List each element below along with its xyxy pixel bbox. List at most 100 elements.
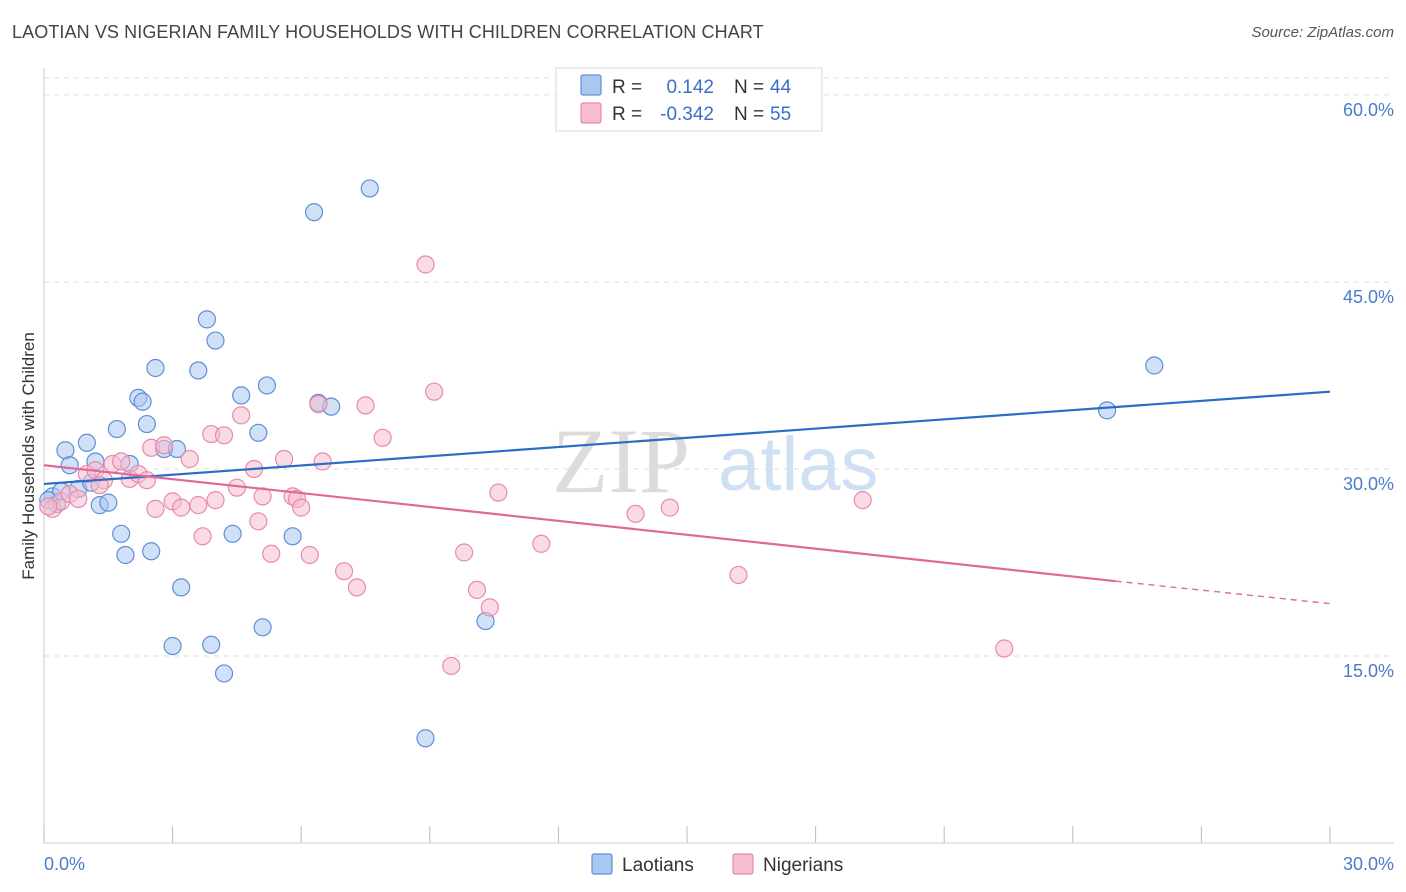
laotian-point-32 xyxy=(253,618,272,637)
laotian-point-25 xyxy=(197,310,216,329)
nigerian-point-37 xyxy=(347,578,367,597)
laotian-point-4 xyxy=(60,456,79,475)
laotian-point-42 xyxy=(1145,356,1164,375)
nigerian-point-33 xyxy=(300,545,319,565)
y-tick-label-30: 30.0% xyxy=(1343,474,1394,494)
laotian-point-41 xyxy=(1097,401,1117,420)
nigerian-point-22 xyxy=(214,426,234,445)
laotian-point-37 xyxy=(360,179,379,198)
bottom-legend-swatch-laotians xyxy=(591,853,613,875)
legend-n-label-nigerians: N = xyxy=(734,104,764,125)
trend-lines xyxy=(43,390,1331,605)
nigerian-point-49 xyxy=(660,498,679,517)
laotian-point-19 xyxy=(146,358,165,378)
nigerian-point-29 xyxy=(274,449,294,469)
laotian-point-10 xyxy=(99,493,118,512)
laotian-point-11 xyxy=(107,419,126,439)
nigerian-point-38 xyxy=(356,396,375,415)
nigerian-point-24 xyxy=(232,406,251,425)
nigerian-point-43 xyxy=(454,543,474,562)
legend-n-value-laotians: 44 xyxy=(770,77,792,98)
laotian-point-6 xyxy=(77,433,96,452)
nigerian-trend-extension xyxy=(1115,580,1331,605)
nigerian-point-28 xyxy=(262,544,281,563)
laotian-point-13 xyxy=(116,545,135,565)
laotian-point-3 xyxy=(56,441,75,460)
laotian-point-12 xyxy=(112,524,131,543)
laotian-point-31 xyxy=(249,423,268,442)
nigerian-point-26 xyxy=(249,512,268,531)
nigerian-point-50 xyxy=(729,565,748,585)
legend-swatch-laotians xyxy=(580,74,602,96)
legend-r-label-nigerians: R = xyxy=(612,104,642,125)
nigerian-trend-line xyxy=(43,464,1116,583)
laotian-point-39 xyxy=(416,729,435,748)
nigerian-point-42 xyxy=(442,656,461,676)
nigerian-point-18 xyxy=(189,496,208,515)
laotian-point-30 xyxy=(232,386,251,405)
legend-r-value-nigerians: -0.342 xyxy=(660,104,714,125)
laotian-point-18 xyxy=(142,542,161,561)
nigerian-point-39 xyxy=(373,428,392,447)
laotian-point-26 xyxy=(202,635,221,654)
nigerian-point-35 xyxy=(313,452,332,471)
nigerian-point-3 xyxy=(69,489,88,508)
laotian-point-27 xyxy=(206,331,225,350)
laotian-point-28 xyxy=(214,664,234,683)
laotian-trend-line xyxy=(43,390,1331,486)
nigerian-point-48 xyxy=(626,504,645,523)
nigerian-point-16 xyxy=(172,498,191,517)
series-legend: Laotians Nigerians xyxy=(591,853,843,876)
nigerian-point-44 xyxy=(467,580,487,600)
y-tick-label-45: 45.0% xyxy=(1343,287,1394,307)
laotian-point-38 xyxy=(304,203,324,222)
nigerian-point-17 xyxy=(180,449,199,469)
legend-n-value-nigerians: 55 xyxy=(770,104,791,125)
x-tick-label-min: 0.0% xyxy=(44,854,85,874)
legend-swatch-nigerians xyxy=(580,102,602,124)
nigerian-point-46 xyxy=(489,483,508,502)
bottom-legend-laotians: Laotians xyxy=(622,855,694,876)
nigerian-point-40 xyxy=(416,255,435,274)
nigerian-point-8 xyxy=(112,452,131,471)
laotian-point-29 xyxy=(223,524,242,543)
bottom-legend-swatch-nigerians xyxy=(732,853,754,875)
nigerian-point-14 xyxy=(154,436,174,455)
laotian-point-24 xyxy=(189,361,208,380)
laotian-point-23 xyxy=(172,578,191,597)
y-axis-label: Family Households with Children xyxy=(19,332,38,580)
laotian-point-16 xyxy=(133,392,152,411)
chart-title: LAOTIAN VS NIGERIAN FAMILY HOUSEHOLDS WI… xyxy=(12,22,764,42)
axes: 15.0% 30.0% 45.0% 60.0% xyxy=(43,68,1394,844)
laotian-point-17 xyxy=(137,414,156,434)
laotian-point-33 xyxy=(257,376,277,395)
nigerian-point-32 xyxy=(292,498,311,517)
y-tick-label-60: 60.0% xyxy=(1343,100,1394,120)
x-tick-label-max: 30.0% xyxy=(1343,854,1394,874)
laotian-point-21 xyxy=(163,636,182,656)
nigerian-point-41 xyxy=(424,382,444,401)
nigerian-point-19 xyxy=(193,527,212,546)
nigerian-point-47 xyxy=(532,534,551,553)
gridlines xyxy=(44,77,1394,657)
watermark-zip: ZIP xyxy=(552,410,690,512)
laotian-point-34 xyxy=(283,527,302,546)
nigerian-point-51 xyxy=(853,491,872,510)
data-points xyxy=(39,179,1164,748)
nigerian-point-45 xyxy=(480,598,499,617)
legend-r-label-laotians: R = xyxy=(612,77,642,98)
nigerian-point-53 xyxy=(39,497,58,516)
y-tick-label-15: 15.0% xyxy=(1343,661,1394,681)
nigerian-point-11 xyxy=(137,471,156,490)
nigerian-point-21 xyxy=(206,491,225,510)
source-credit: Source: ZipAtlas.com xyxy=(1251,24,1394,41)
nigerian-point-36 xyxy=(334,562,354,581)
nigerian-point-13 xyxy=(146,499,165,518)
nigerian-point-52 xyxy=(995,639,1014,658)
legend-r-value-laotians: 0.142 xyxy=(666,77,714,98)
watermark-atlas: atlas xyxy=(718,422,879,507)
bottom-legend-nigerians: Nigerians xyxy=(763,855,843,876)
correlation-legend: R = 0.142 N = 44 R = -0.342 N = 55 xyxy=(555,67,823,132)
legend-n-label-laotians: N = xyxy=(734,77,764,98)
